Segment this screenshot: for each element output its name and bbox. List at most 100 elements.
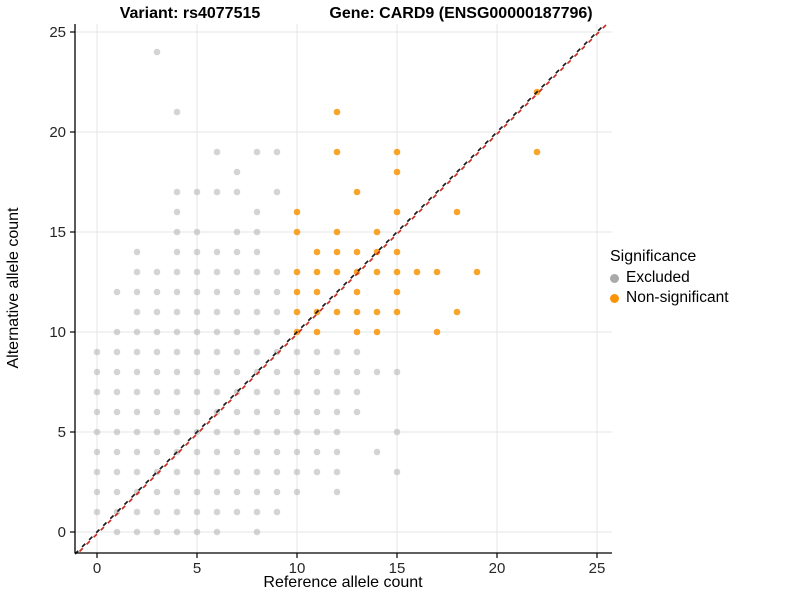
data-point-excluded (233, 368, 241, 376)
data-point-excluded (193, 308, 201, 316)
data-point-non-significant (353, 248, 361, 256)
data-point-non-significant (393, 168, 401, 176)
data-point-excluded (193, 528, 201, 536)
data-point-non-significant (293, 308, 301, 316)
data-point-excluded (253, 468, 261, 476)
data-point-excluded (133, 528, 141, 536)
data-point-non-significant (333, 148, 341, 156)
data-point-excluded (233, 308, 241, 316)
data-point-excluded (113, 468, 121, 476)
data-point-excluded (213, 348, 221, 356)
data-point-excluded (233, 328, 241, 336)
data-point-excluded (293, 368, 301, 376)
plot-title-variant: Variant: rs4077515 (119, 5, 261, 22)
data-point-excluded (193, 348, 201, 356)
data-point-excluded (253, 308, 261, 316)
data-point-excluded (113, 408, 121, 416)
data-point-excluded (253, 208, 261, 216)
legend-items: Excluded Non-significant (610, 268, 729, 308)
data-point-excluded (233, 288, 241, 296)
data-point-excluded (153, 388, 161, 396)
data-point-excluded (293, 388, 301, 396)
data-point-excluded (253, 288, 261, 296)
data-point-excluded (133, 248, 141, 256)
data-point-excluded (193, 328, 201, 336)
legend-item-label: Non-significant (626, 289, 729, 306)
data-point-non-significant (333, 268, 341, 276)
data-point-excluded (173, 368, 181, 376)
data-point-excluded (93, 488, 101, 496)
data-point-excluded (113, 368, 121, 376)
data-point-excluded (293, 468, 301, 476)
data-point-non-significant (293, 268, 301, 276)
y-tick-label: 0 (58, 524, 66, 541)
data-point-excluded (293, 428, 301, 436)
data-point-non-significant (533, 148, 541, 156)
data-point-non-significant (353, 188, 361, 196)
data-point-excluded (153, 448, 161, 456)
data-point-excluded (173, 228, 181, 236)
data-point-excluded (233, 248, 241, 256)
y-tick-label: 10 (49, 324, 66, 341)
data-point-excluded (353, 348, 361, 356)
data-point-excluded (173, 248, 181, 256)
x-tick-label: 15 (389, 560, 406, 577)
data-point-non-significant (413, 268, 421, 276)
data-point-non-significant (353, 328, 361, 336)
data-point-non-significant (353, 308, 361, 316)
data-point-non-significant (433, 268, 441, 276)
data-point-excluded (153, 268, 161, 276)
data-point-non-significant (333, 308, 341, 316)
data-point-excluded (113, 428, 121, 436)
data-point-excluded (153, 348, 161, 356)
data-point-excluded (173, 388, 181, 396)
data-point-excluded (253, 368, 261, 376)
data-point-non-significant (293, 288, 301, 296)
data-point-excluded (173, 208, 181, 216)
data-point-excluded (193, 508, 201, 516)
data-point-excluded (133, 428, 141, 436)
data-point-excluded (93, 408, 101, 416)
data-point-non-significant (453, 208, 461, 216)
data-point-non-significant (373, 228, 381, 236)
data-point-excluded (133, 268, 141, 276)
data-point-excluded (233, 428, 241, 436)
data-point-excluded (213, 368, 221, 376)
data-point-non-significant (393, 268, 401, 276)
data-point-excluded (173, 528, 181, 536)
data-point-excluded (93, 428, 101, 436)
data-point-excluded (333, 488, 341, 496)
data-point-excluded (133, 328, 141, 336)
y-tick-label: 15 (49, 224, 66, 241)
data-point-excluded (273, 508, 281, 516)
data-point-excluded (193, 468, 201, 476)
data-point-excluded (373, 368, 381, 376)
data-point-excluded (93, 448, 101, 456)
data-point-excluded (253, 228, 261, 236)
y-tick-label: 25 (49, 24, 66, 41)
data-point-excluded (293, 448, 301, 456)
data-point-excluded (173, 308, 181, 316)
data-point-excluded (273, 408, 281, 416)
data-point-excluded (233, 508, 241, 516)
data-point-excluded (273, 488, 281, 496)
data-point-excluded (333, 368, 341, 376)
data-point-excluded (153, 368, 161, 376)
data-point-excluded (193, 188, 201, 196)
data-point-excluded (353, 408, 361, 416)
data-point-excluded (193, 408, 201, 416)
data-point-excluded (273, 468, 281, 476)
data-point-non-significant (373, 328, 381, 336)
legend-item: Non-significant (610, 288, 729, 308)
data-point-non-significant (393, 308, 401, 316)
legend-title: Significance (610, 248, 697, 265)
data-point-excluded (213, 508, 221, 516)
data-point-excluded (133, 388, 141, 396)
data-point-excluded (333, 408, 341, 416)
data-point-non-significant (333, 108, 341, 116)
data-point-excluded (233, 408, 241, 416)
legend: Significance Excluded Non-significant (610, 248, 729, 308)
data-point-excluded (193, 388, 201, 396)
data-point-excluded (313, 368, 321, 376)
